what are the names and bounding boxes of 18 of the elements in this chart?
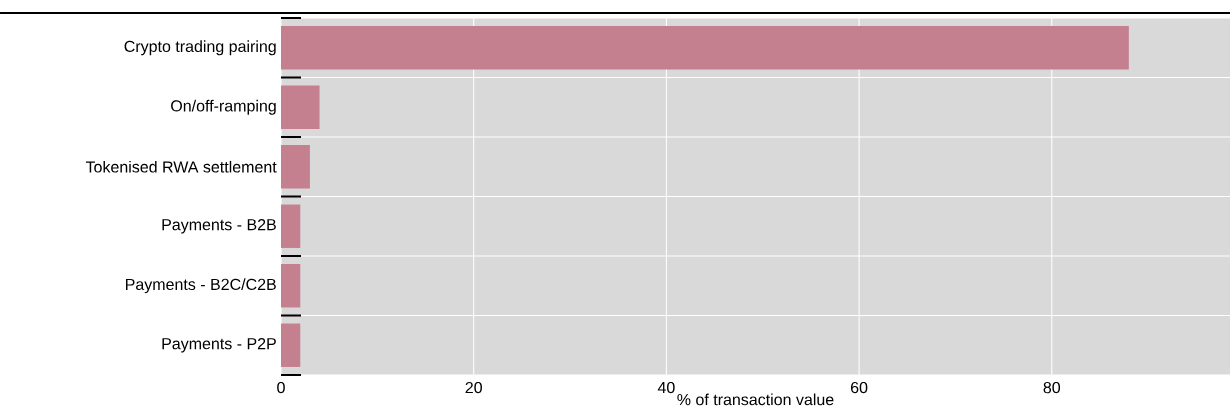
x-tick-label: 60: [851, 381, 868, 394]
x-tick-label: 0: [277, 381, 285, 394]
bar: [281, 264, 301, 308]
x-tick-label: 80: [1043, 381, 1061, 394]
x-tick-label: 20: [465, 381, 482, 394]
y-tick-label: Payments - P2P: [162, 338, 276, 353]
bar: [281, 26, 1129, 70]
y-tick-label: Crypto trading pairing: [124, 40, 276, 56]
y-tick-label: Payments - B2C/C2B: [126, 278, 276, 294]
x-tick-label: 40: [657, 381, 675, 394]
bar: [281, 85, 320, 129]
y-tick-label: On/off-ramping: [171, 99, 276, 115]
bar: [281, 145, 310, 189]
bar: [281, 323, 301, 367]
y-tick-label: Tokenised RWA settlement: [85, 160, 277, 173]
bar: [281, 204, 301, 248]
y-tick-label: Payments - B2B: [162, 219, 276, 234]
x-axis-title: % of transaction value: [677, 393, 834, 406]
